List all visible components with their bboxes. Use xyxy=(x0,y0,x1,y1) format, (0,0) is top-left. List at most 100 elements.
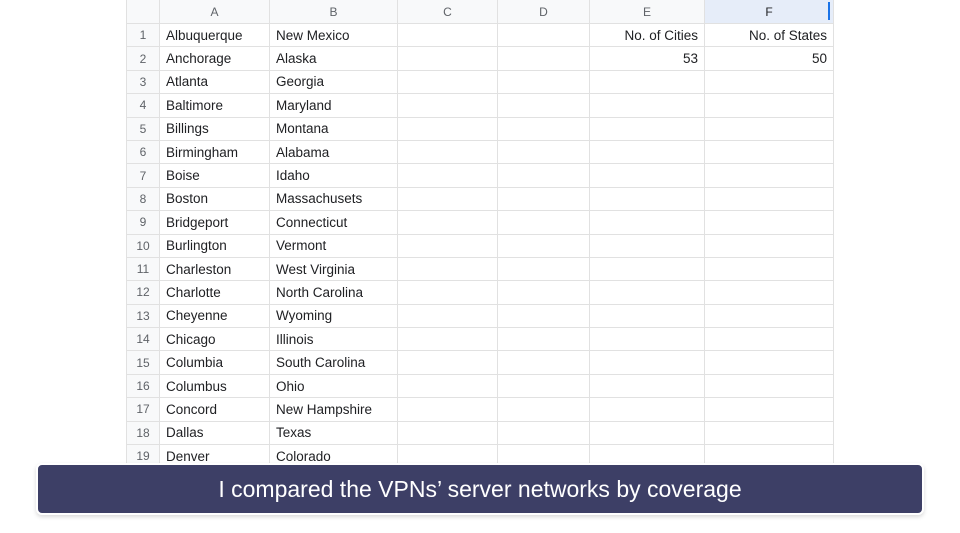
cell-a11[interactable]: Charleston xyxy=(160,258,270,281)
cell-d5[interactable] xyxy=(498,118,590,141)
cell-f8[interactable] xyxy=(705,188,834,211)
cell-b15[interactable]: South Carolina xyxy=(270,351,398,374)
cell-f18[interactable] xyxy=(705,422,834,445)
cell-b1[interactable]: New Mexico xyxy=(270,24,398,47)
cell-f9[interactable] xyxy=(705,211,834,234)
row-header[interactable]: 13 xyxy=(126,305,160,328)
cell-a13[interactable]: Cheyenne xyxy=(160,305,270,328)
cell-c8[interactable] xyxy=(398,188,498,211)
cell-c2[interactable] xyxy=(398,47,498,70)
cell-b2[interactable]: Alaska xyxy=(270,47,398,70)
cell-b17[interactable]: New Hampshire xyxy=(270,398,398,421)
row-header[interactable]: 10 xyxy=(126,235,160,258)
cell-d9[interactable] xyxy=(498,211,590,234)
cell-a8[interactable]: Boston xyxy=(160,188,270,211)
cell-c16[interactable] xyxy=(398,375,498,398)
cell-a9[interactable]: Bridgeport xyxy=(160,211,270,234)
cell-b18[interactable]: Texas xyxy=(270,422,398,445)
cell-e13[interactable] xyxy=(590,305,705,328)
column-header-a[interactable]: A xyxy=(160,0,270,24)
cell-f12[interactable] xyxy=(705,281,834,304)
cell-f5[interactable] xyxy=(705,118,834,141)
cell-c6[interactable] xyxy=(398,141,498,164)
row-header[interactable]: 18 xyxy=(126,422,160,445)
cell-c13[interactable] xyxy=(398,305,498,328)
cell-a10[interactable]: Burlington xyxy=(160,235,270,258)
cell-e15[interactable] xyxy=(590,351,705,374)
cell-e8[interactable] xyxy=(590,188,705,211)
cell-e14[interactable] xyxy=(590,328,705,351)
cell-d15[interactable] xyxy=(498,351,590,374)
cell-a18[interactable]: Dallas xyxy=(160,422,270,445)
cell-f11[interactable] xyxy=(705,258,834,281)
cell-c1[interactable] xyxy=(398,24,498,47)
cell-d11[interactable] xyxy=(498,258,590,281)
row-header[interactable]: 4 xyxy=(126,94,160,117)
cell-e18[interactable] xyxy=(590,422,705,445)
cell-c9[interactable] xyxy=(398,211,498,234)
cell-c14[interactable] xyxy=(398,328,498,351)
cell-e6[interactable] xyxy=(590,141,705,164)
row-header[interactable]: 9 xyxy=(126,211,160,234)
cell-b13[interactable]: Wyoming xyxy=(270,305,398,328)
cell-a6[interactable]: Birmingham xyxy=(160,141,270,164)
cell-d14[interactable] xyxy=(498,328,590,351)
cell-d8[interactable] xyxy=(498,188,590,211)
row-header[interactable]: 14 xyxy=(126,328,160,351)
row-header[interactable]: 3 xyxy=(126,71,160,94)
cell-b11[interactable]: West Virginia xyxy=(270,258,398,281)
row-header[interactable]: 5 xyxy=(126,118,160,141)
select-all-corner[interactable] xyxy=(126,0,160,24)
cell-b10[interactable]: Vermont xyxy=(270,235,398,258)
cell-c5[interactable] xyxy=(398,118,498,141)
column-header-f[interactable]: F xyxy=(705,0,834,24)
cell-d1[interactable] xyxy=(498,24,590,47)
column-header-c[interactable]: C xyxy=(398,0,498,24)
cell-a2[interactable]: Anchorage xyxy=(160,47,270,70)
cell-c12[interactable] xyxy=(398,281,498,304)
column-header-d[interactable]: D xyxy=(498,0,590,24)
cell-c11[interactable] xyxy=(398,258,498,281)
cell-c4[interactable] xyxy=(398,94,498,117)
cell-a5[interactable]: Billings xyxy=(160,118,270,141)
cell-d3[interactable] xyxy=(498,71,590,94)
cell-d7[interactable] xyxy=(498,164,590,187)
cell-f17[interactable] xyxy=(705,398,834,421)
cell-f6[interactable] xyxy=(705,141,834,164)
row-header[interactable]: 16 xyxy=(126,375,160,398)
cell-a7[interactable]: Boise xyxy=(160,164,270,187)
cell-b16[interactable]: Ohio xyxy=(270,375,398,398)
cell-e9[interactable] xyxy=(590,211,705,234)
cell-e12[interactable] xyxy=(590,281,705,304)
row-header[interactable]: 11 xyxy=(126,258,160,281)
cell-c3[interactable] xyxy=(398,71,498,94)
cell-b12[interactable]: North Carolina xyxy=(270,281,398,304)
row-header[interactable]: 1 xyxy=(126,24,160,47)
row-header[interactable]: 12 xyxy=(126,281,160,304)
cell-e4[interactable] xyxy=(590,94,705,117)
cell-b7[interactable]: Idaho xyxy=(270,164,398,187)
column-header-e[interactable]: E xyxy=(590,0,705,24)
cell-e3[interactable] xyxy=(590,71,705,94)
cell-e17[interactable] xyxy=(590,398,705,421)
row-header[interactable]: 8 xyxy=(126,188,160,211)
cell-a14[interactable]: Chicago xyxy=(160,328,270,351)
cell-e16[interactable] xyxy=(590,375,705,398)
cell-b3[interactable]: Georgia xyxy=(270,71,398,94)
cell-b9[interactable]: Connecticut xyxy=(270,211,398,234)
cell-f13[interactable] xyxy=(705,305,834,328)
cell-c7[interactable] xyxy=(398,164,498,187)
cell-d2[interactable] xyxy=(498,47,590,70)
cell-c15[interactable] xyxy=(398,351,498,374)
cell-a4[interactable]: Baltimore xyxy=(160,94,270,117)
row-header[interactable]: 2 xyxy=(126,47,160,70)
cell-d16[interactable] xyxy=(498,375,590,398)
cell-a3[interactable]: Atlanta xyxy=(160,71,270,94)
row-header[interactable]: 7 xyxy=(126,164,160,187)
row-header[interactable]: 15 xyxy=(126,351,160,374)
cell-f4[interactable] xyxy=(705,94,834,117)
cell-d13[interactable] xyxy=(498,305,590,328)
cell-f15[interactable] xyxy=(705,351,834,374)
cell-b8[interactable]: Massachusets xyxy=(270,188,398,211)
cell-b14[interactable]: Illinois xyxy=(270,328,398,351)
